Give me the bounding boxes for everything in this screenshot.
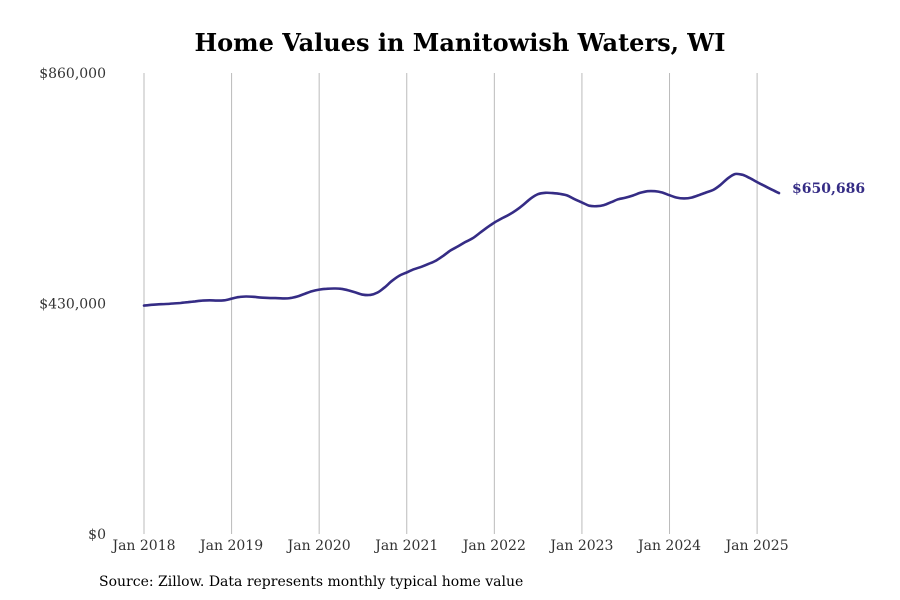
x-axis-tick-labels: Jan 2018 Jan 2019 Jan 2020 Jan 2021 Jan 2022…	[110, 538, 788, 554]
x-tick-label: Jan 2025	[724, 538, 789, 554]
x-tick-label: Jan 2022	[461, 538, 526, 554]
x-tick-label: Jan 2018	[110, 538, 175, 554]
x-tick-label: Jan 2024	[636, 538, 701, 554]
x-tick-label: Jan 2021	[373, 538, 438, 554]
y-tick-label: $430,000	[39, 297, 106, 313]
series-line	[142, 172, 781, 307]
gridlines	[143, 73, 758, 534]
source-note: Source: Zillow. Data represents monthly …	[99, 574, 524, 590]
x-tick-label: Jan 2019	[198, 538, 263, 554]
series-layer	[142, 172, 781, 307]
y-tick-label: $860,000	[39, 66, 106, 82]
data-labels: $650,686	[792, 181, 865, 197]
last-value-label: $650,686	[792, 181, 865, 197]
y-tick-label: $0	[88, 527, 106, 543]
x-tick-label: Jan 2023	[548, 538, 613, 554]
y-axis-tick-labels: $0 $430,000 $860,000	[39, 66, 106, 543]
x-tick-label: Jan 2020	[286, 538, 351, 554]
chart-title: Home Values in Manitowish Waters, WI	[194, 28, 726, 57]
